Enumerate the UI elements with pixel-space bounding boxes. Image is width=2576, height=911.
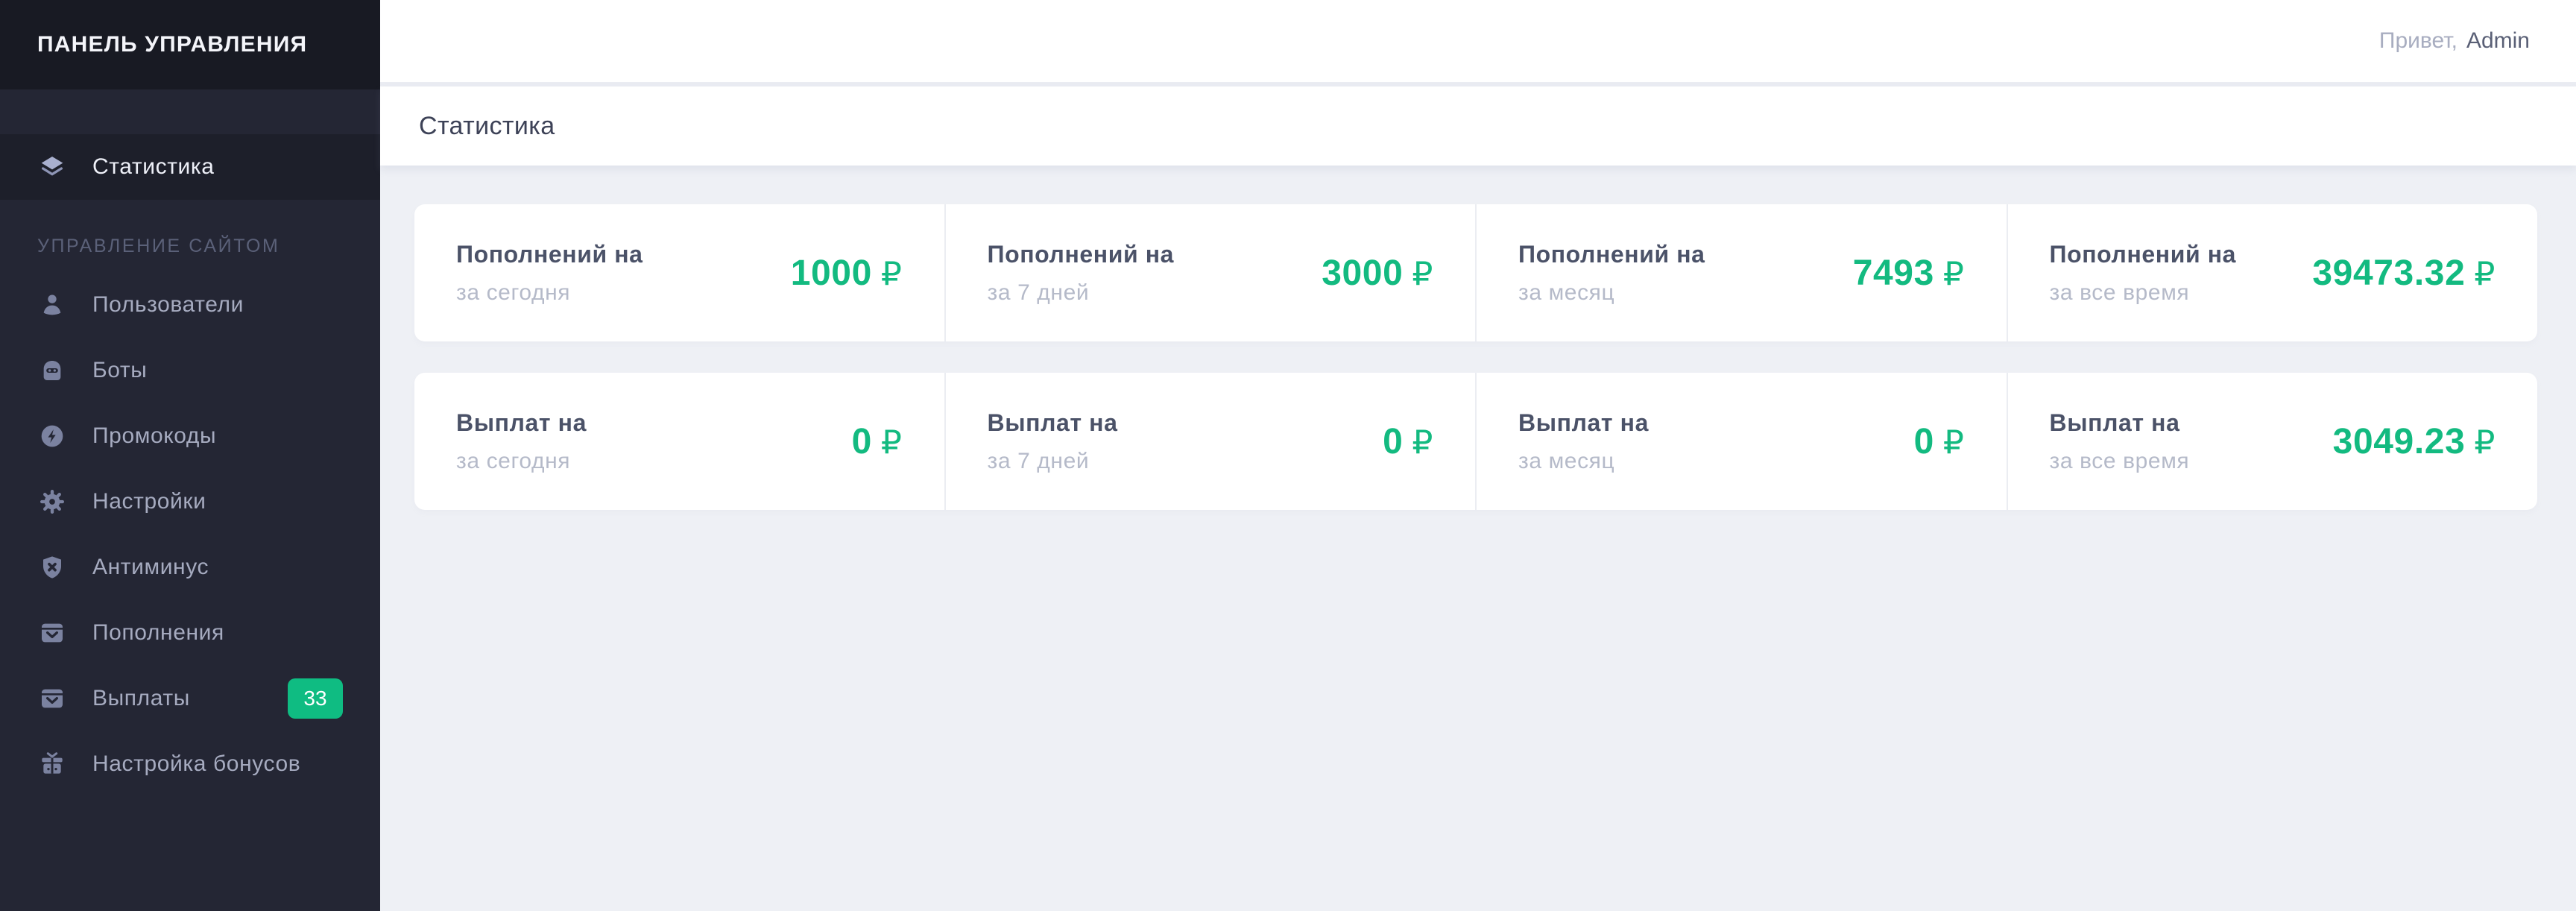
- sidebar-item-statistics[interactable]: Статистика: [0, 134, 380, 200]
- stat-card-payouts-7days: Выплат на за 7 дней 0 ₽: [944, 373, 1476, 510]
- sidebar-item-label: Настройка бонусов: [92, 751, 301, 776]
- ruble-sign: ₽: [2474, 254, 2496, 293]
- stat-card-deposits-7days: Пополнений на за 7 дней 3000 ₽: [944, 204, 1476, 341]
- stat-card-period: за месяц: [1518, 448, 1615, 473]
- stat-card-title: Выплат на: [2049, 409, 2180, 436]
- stat-card-period: за сегодня: [456, 448, 571, 473]
- sidebar-item-label: Промокоды: [92, 423, 217, 448]
- sidebar-section-label: УПРАВЛЕНИЕ САЙТОМ: [37, 236, 280, 256]
- stats-content: Пополнений на за сегодня 1000 ₽ Пополнени…: [380, 166, 2576, 911]
- stat-card-payouts-alltime: Выплат на за все время 3049.23 ₽: [2006, 373, 2538, 510]
- sidebar-item-promocodes[interactable]: Промокоды: [0, 403, 380, 469]
- stat-card-title: Выплат на: [987, 409, 1118, 436]
- lightning-icon: [37, 421, 67, 451]
- robot-icon: [37, 356, 67, 385]
- sidebar-item-bonus-settings[interactable]: Настройка бонусов: [0, 731, 380, 797]
- shield-x-icon: [37, 552, 67, 582]
- stat-card-deposits-alltime: Пополнений на за все время 39473.32 ₽: [2006, 204, 2538, 341]
- stat-card-title: Выплат на: [1518, 409, 1649, 436]
- ruble-sign: ₽: [880, 423, 903, 461]
- stat-card-payouts-today: Выплат на за сегодня 0 ₽: [414, 373, 944, 510]
- stat-card-deposits-today: Пополнений на за сегодня 1000 ₽: [414, 204, 944, 341]
- stat-card-value: 0 ₽: [851, 421, 903, 461]
- stat-card-value: 1000 ₽: [790, 253, 903, 293]
- sidebar-item-payouts[interactable]: Выплаты 33: [0, 666, 380, 731]
- sidebar: ПАНЕЛЬ УПРАВЛЕНИЯ Статистика УПРАВЛЕНИЕ …: [0, 0, 380, 911]
- stat-card-period: за месяц: [1518, 280, 1615, 305]
- stat-card-title: Пополнений на: [2049, 240, 2237, 268]
- ruble-sign: ₽: [1942, 423, 1965, 461]
- sidebar-title: ПАНЕЛЬ УПРАВЛЕНИЯ: [0, 0, 380, 89]
- sidebar-item-label: Пользователи: [92, 292, 244, 317]
- sidebar-item-label: Статистика: [92, 154, 215, 179]
- payouts-stat-row: Выплат на за сегодня 0 ₽ Выплат на за 7 д…: [414, 373, 2537, 510]
- sidebar-item-label: Боты: [92, 358, 148, 382]
- stat-card-period: за 7 дней: [987, 280, 1090, 305]
- sidebar-item-bots[interactable]: Боты: [0, 338, 380, 403]
- sidebar-nav: Статистика УПРАВЛЕНИЕ САЙТОМ Пользовател…: [0, 134, 380, 797]
- sidebar-item-label: Выплаты: [92, 686, 190, 710]
- stat-card-value: 0 ₽: [1383, 421, 1433, 461]
- sidebar-item-label: Антиминус: [92, 555, 209, 579]
- stat-card-deposits-month: Пополнений на за месяц 7493 ₽: [1475, 204, 2007, 341]
- stat-card-period: за 7 дней: [987, 448, 1090, 473]
- ruble-sign: ₽: [880, 254, 903, 293]
- gear-icon: [37, 487, 67, 517]
- ruble-sign: ₽: [1412, 423, 1433, 461]
- greeting-text: Привет,: [2378, 28, 2457, 53]
- stat-card-value: 39473.32 ₽: [2312, 253, 2496, 293]
- page-title: Статистика: [419, 111, 555, 140]
- stat-card-title: Выплат на: [456, 409, 587, 436]
- sidebar-item-label: Настройки: [92, 489, 206, 514]
- stat-card-value: 0 ₽: [1913, 421, 1965, 461]
- main-area: Привет, Admin Статистика Пополнений на з…: [380, 0, 2576, 911]
- stat-card-period: за сегодня: [456, 280, 571, 305]
- gift-icon: [37, 749, 67, 779]
- stat-card-title: Пополнений на: [987, 240, 1175, 268]
- stat-card-value: 3000 ₽: [1322, 253, 1433, 293]
- payouts-count-badge: 33: [288, 678, 343, 719]
- user-icon: [37, 290, 67, 320]
- layers-icon: [37, 152, 67, 182]
- stat-card-period: за все время: [2049, 280, 2190, 305]
- stat-card-period: за все время: [2049, 448, 2190, 473]
- ruble-sign: ₽: [1942, 254, 1965, 293]
- sidebar-item-deposits[interactable]: Пополнения: [0, 600, 380, 666]
- stat-card-title: Пополнений на: [1518, 240, 1705, 268]
- stat-card-value: 3049.23 ₽: [2332, 421, 2496, 461]
- ruble-sign: ₽: [2474, 423, 2496, 461]
- sidebar-item-users[interactable]: Пользователи: [0, 272, 380, 338]
- stat-card-value: 7493 ₽: [1852, 253, 1965, 293]
- page-header: Статистика: [380, 86, 2576, 166]
- sidebar-item-settings[interactable]: Настройки: [0, 469, 380, 535]
- topbar: Привет, Admin: [380, 0, 2576, 86]
- ruble-sign: ₽: [1412, 254, 1433, 293]
- sidebar-item-antiminus[interactable]: Антиминус: [0, 535, 380, 600]
- sidebar-item-label: Пополнения: [92, 620, 224, 645]
- stat-card-title: Пополнений на: [456, 240, 643, 268]
- current-user[interactable]: Admin: [2466, 28, 2530, 53]
- deposits-stat-row: Пополнений на за сегодня 1000 ₽ Пополнени…: [414, 204, 2537, 341]
- wallet-icon: [37, 684, 67, 713]
- stat-card-payouts-month: Выплат на за месяц 0 ₽: [1475, 373, 2007, 510]
- wallet-icon: [37, 618, 67, 648]
